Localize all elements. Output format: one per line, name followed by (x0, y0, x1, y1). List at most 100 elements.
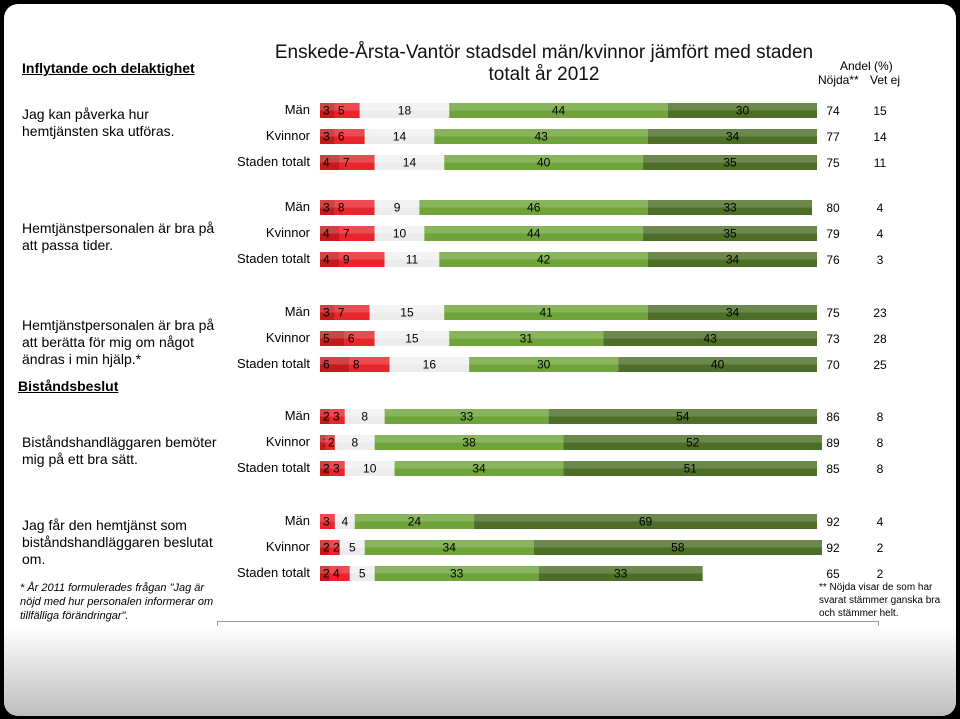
bar-gloss (643, 155, 817, 163)
bar-gloss (374, 200, 420, 208)
bar-segment (320, 435, 325, 450)
bar-gloss (320, 540, 330, 548)
bar-segment (444, 155, 644, 170)
bar-segment (643, 226, 817, 241)
bar-gloss (344, 409, 385, 417)
bar-segment (444, 305, 649, 320)
bar-gloss (349, 357, 390, 365)
person-silhouette (933, 672, 943, 716)
nojda-value: 76 (826, 253, 840, 267)
bar-value-label: 30 (736, 104, 750, 118)
person-silhouette (266, 673, 276, 716)
bar-value-label: 43 (703, 332, 717, 346)
bar-value-label: 69 (639, 515, 653, 529)
bar-gloss (648, 305, 817, 313)
bar-segment (424, 226, 644, 241)
bar-segment (548, 409, 817, 424)
person-silhouette (161, 669, 171, 716)
vet-ej-value: 8 (877, 410, 884, 424)
vet-ej-value: 15 (873, 104, 887, 118)
person-silhouette (495, 670, 505, 716)
bar-value-label: 38 (462, 436, 476, 450)
bar-value-label: 10 (363, 462, 377, 476)
bar-segment (563, 435, 822, 450)
bar-segment (329, 461, 345, 476)
row-label: Män (285, 408, 310, 423)
footnote: * År 2011 formulerades frågan "Jag är nö… (20, 582, 214, 622)
bar-value-label: 33 (723, 201, 737, 215)
person-silhouette (590, 671, 600, 716)
bar-value-label: 3 (323, 515, 330, 529)
nojda-value: 73 (826, 332, 840, 346)
bar-value-label: 44 (552, 104, 566, 118)
footnote-nojda: ** Nöjda visar de som har svarat stämmer… (819, 582, 941, 619)
bar-gloss (329, 409, 345, 417)
bar-gloss (320, 103, 335, 111)
bar-gloss (339, 155, 375, 163)
bar-segment (354, 514, 475, 529)
andel-label: Andel (%) (840, 59, 893, 73)
bar-gloss (324, 435, 335, 443)
nojda-value: 92 (826, 541, 840, 555)
bar-gloss (384, 252, 440, 260)
bar-gloss (538, 566, 703, 574)
chart-title: Enskede-Årsta-Vantör stadsdel män/kvinno… (274, 42, 814, 85)
legend-label: Stämmer ganska bra (586, 626, 698, 640)
bar-segment (344, 331, 375, 346)
nojda-value: 79 (826, 227, 840, 241)
bar-segment (563, 461, 817, 476)
bar-gloss (344, 331, 375, 339)
question-4-label: Biståndshandläggaren bemöter mig på ett … (22, 434, 217, 467)
target-icon (424, 656, 444, 676)
bar-value-label: 9 (394, 201, 401, 215)
bar-value-label: 8 (353, 358, 360, 372)
bar-value-label: 8 (361, 410, 368, 424)
bar-segment (618, 357, 817, 372)
bar-segment (434, 129, 649, 144)
person-silhouette (752, 670, 762, 716)
person-silhouette (104, 660, 114, 716)
target-icon (42, 656, 62, 676)
legend-item: Varken eller (485, 626, 564, 640)
vet-ej-value: 28 (873, 332, 887, 346)
person-silhouette (876, 663, 886, 716)
section-heading-bistandsbeslut: Biståndsbeslut (18, 378, 119, 394)
bar-gloss (449, 331, 604, 339)
bar-segment (359, 103, 450, 118)
bar-gloss (648, 200, 813, 208)
row-label: Staden totalt (237, 251, 310, 266)
bar-value-label: 34 (726, 306, 740, 320)
bar-value-label: 10 (393, 227, 407, 241)
bar-gloss (618, 357, 817, 365)
row-label: Män (285, 199, 310, 214)
bar-gloss (320, 226, 340, 234)
vet-ej-value: 8 (877, 436, 884, 450)
target-icon (542, 656, 562, 676)
vet-ej-value: 23 (873, 306, 887, 320)
bar-segment (334, 305, 370, 320)
legend-label: Varken eller (500, 626, 564, 640)
people-silhouette-decoration (9, 656, 943, 716)
bar-gloss (339, 252, 385, 260)
bar-gloss (648, 252, 817, 260)
bar-value-label: 15 (405, 332, 419, 346)
bar-segment (374, 200, 420, 215)
bar-gloss (439, 252, 649, 260)
bar-value-label: 4 (342, 515, 349, 529)
bar-segment (667, 103, 817, 118)
vet-ej-value: 2 (877, 541, 884, 555)
person-silhouette (285, 662, 295, 716)
nojda-value: 77 (826, 130, 840, 144)
person-silhouette (28, 662, 38, 716)
person-silhouette (247, 670, 257, 716)
bar-value-label: 7 (338, 306, 345, 320)
vet-ej-header: Vet ej (870, 73, 901, 87)
bar-segment (648, 200, 813, 215)
bar-segment (349, 357, 390, 372)
target-icon (692, 656, 712, 676)
bar-segment (533, 540, 822, 555)
bar-segment (384, 252, 440, 267)
bar-gloss (320, 155, 340, 163)
bar-gloss (548, 409, 817, 417)
person-silhouette (209, 664, 219, 716)
